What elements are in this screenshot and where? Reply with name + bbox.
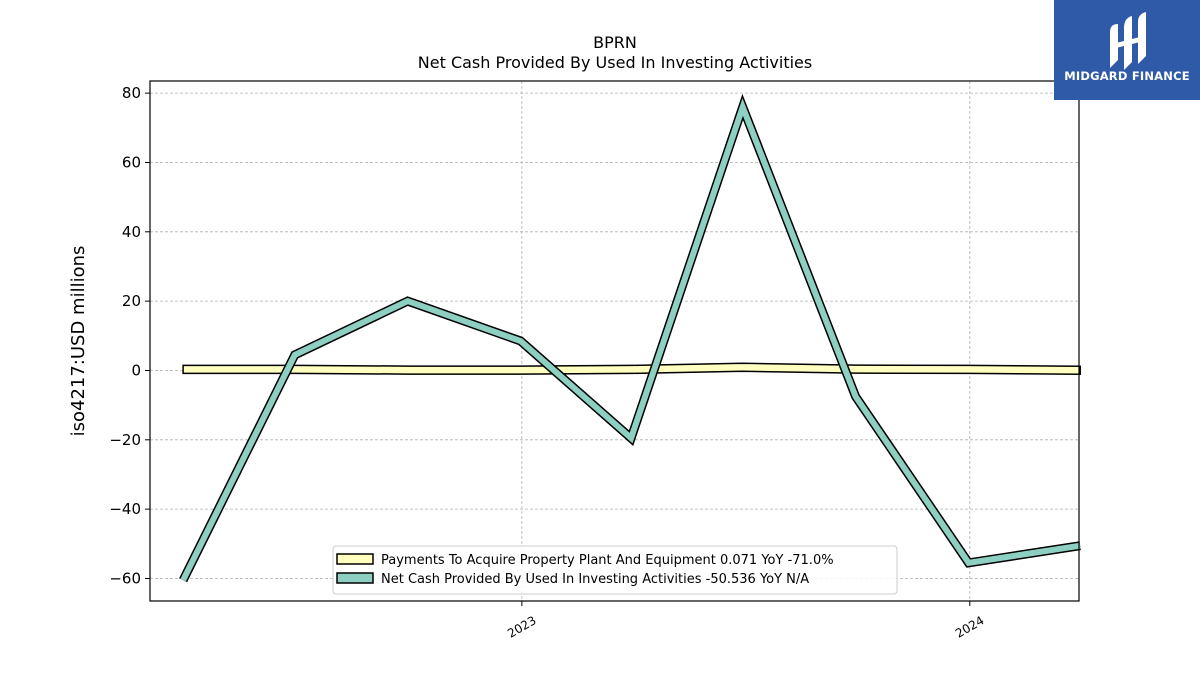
legend: Payments To Acquire Property Plant And E… xyxy=(332,545,898,595)
brand-logo: MIDGARD FINANCE xyxy=(1054,0,1200,100)
legend-entry: Net Cash Provided By Used In Investing A… xyxy=(381,572,809,587)
legend-box xyxy=(332,545,898,595)
x-tick-label: 2023 xyxy=(505,613,538,640)
y-tick-label: −20 xyxy=(109,431,141,449)
series-band-capex xyxy=(182,362,1081,375)
plot-frame xyxy=(149,80,1080,602)
y-tick-label: 0 xyxy=(131,361,141,379)
y-tick-label: −40 xyxy=(109,500,141,518)
legend-entry: Payments To Acquire Property Plant And E… xyxy=(381,553,834,568)
legend-swatch xyxy=(336,572,374,584)
x-tick-label: 2024 xyxy=(953,613,986,640)
y-tick-label: −60 xyxy=(109,569,141,587)
logo-text: MIDGARD FINANCE xyxy=(1064,69,1190,83)
chart-subtitle: Net Cash Provided By Used In Investing A… xyxy=(418,53,812,72)
legend-swatch xyxy=(336,553,374,565)
y-tick-label: 60 xyxy=(122,153,141,171)
series-line-investing xyxy=(180,98,1081,582)
y-tick-label: 40 xyxy=(122,223,141,241)
logo-mark-icon xyxy=(1110,12,1146,70)
chart-title: BPRN xyxy=(593,33,637,52)
ticks: 80 60 40 20 0 −20 −40 −60 2023 2024 xyxy=(109,84,986,641)
y-tick-label: 20 xyxy=(122,292,141,310)
y-axis-label: iso4217:USD millions xyxy=(68,246,89,437)
y-tick-label: 80 xyxy=(122,84,141,102)
series-layer xyxy=(179,93,1081,583)
